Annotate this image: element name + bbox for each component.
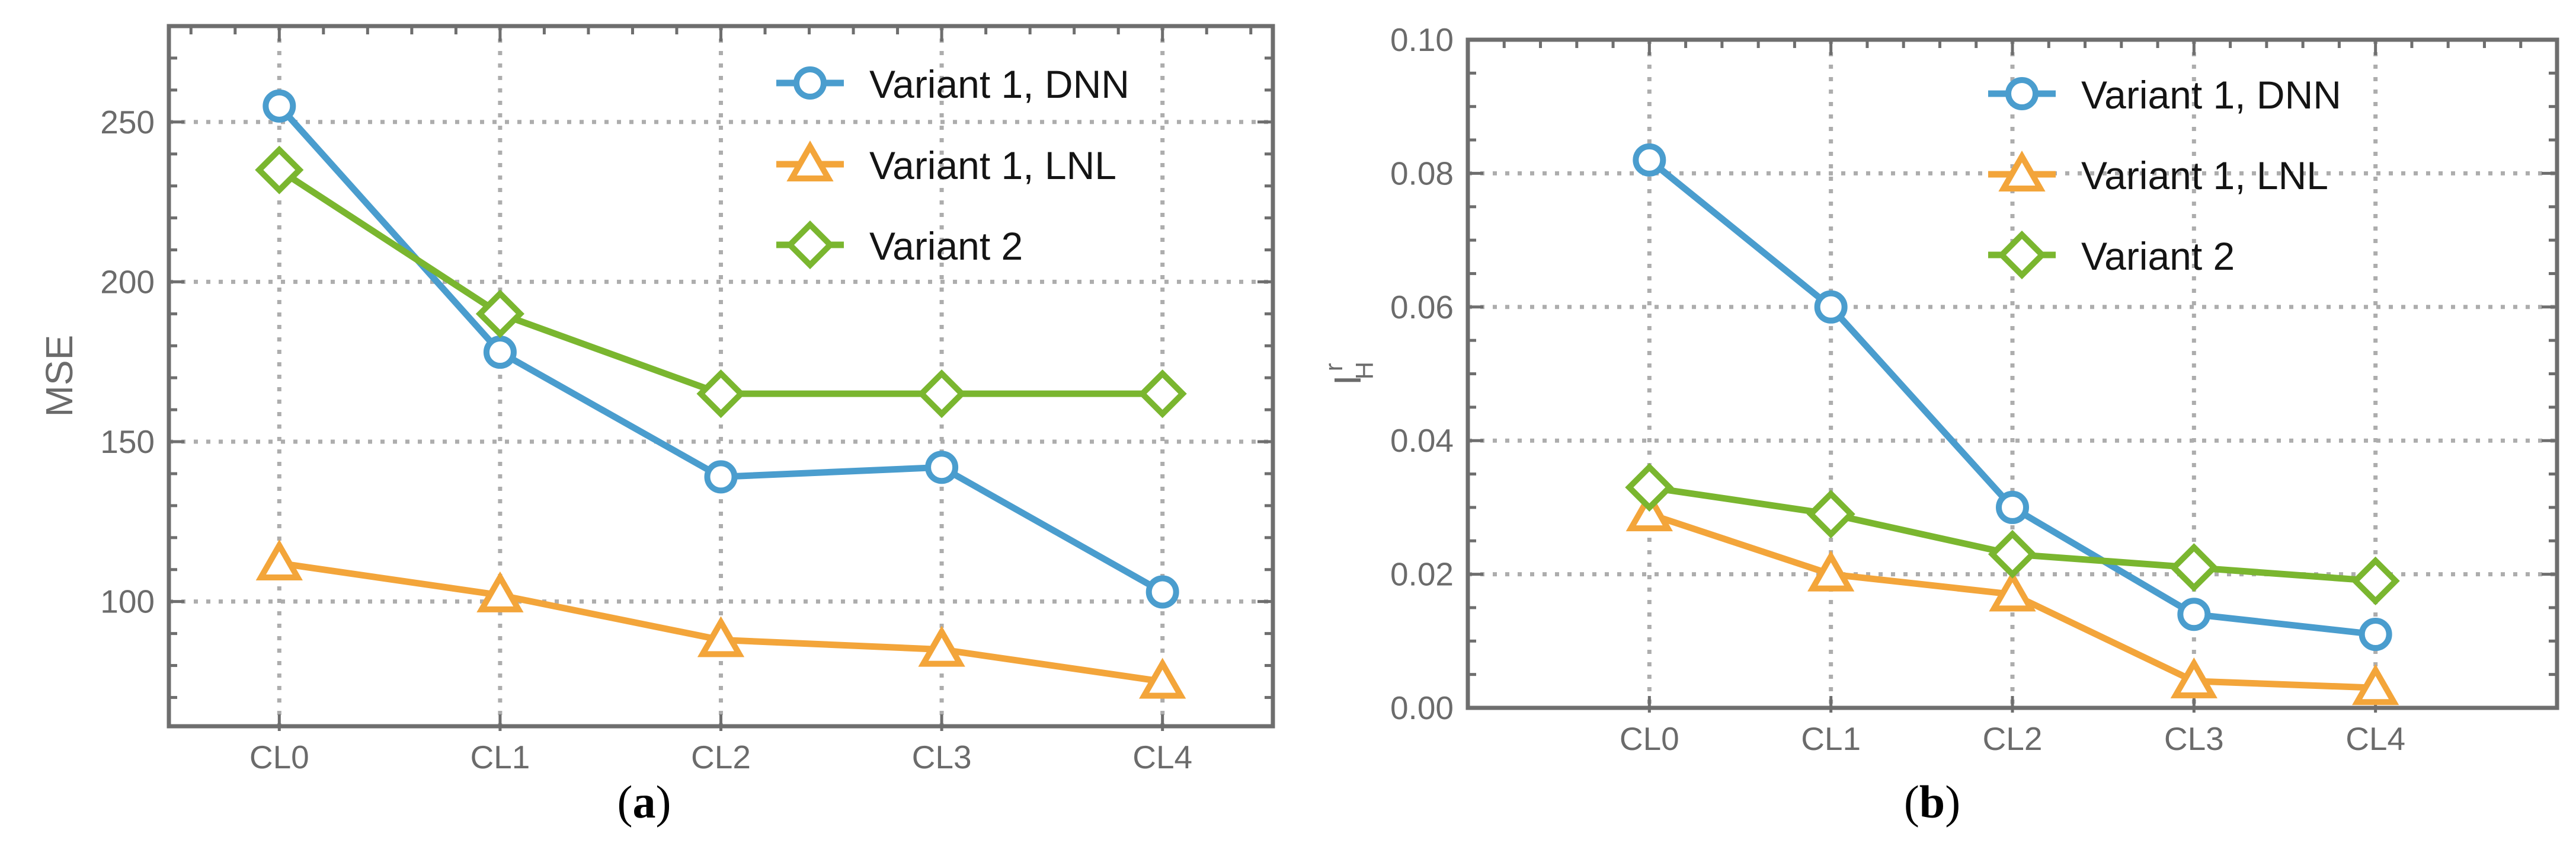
y-tick-label: 150 (100, 423, 155, 460)
triangle-marker (476, 571, 524, 612)
caption-a-open-paren: ( (617, 776, 633, 828)
diamond-marker (1997, 230, 2047, 280)
circle-marker (1145, 575, 1179, 609)
triangle-marker (255, 539, 303, 580)
triangle-marker (1807, 550, 1855, 592)
line-chart-mse: 100 150 200 250 CL0 CL1 CL2 CL3 CL4 Variant 1, DN… (38, 24, 1275, 775)
triangle-marker (1998, 150, 2046, 191)
y-tick-label: 0.04 (1390, 422, 1454, 459)
triangle-marker (918, 625, 965, 667)
x-tick-label: CL4 (2345, 720, 2405, 757)
x-tick-label: CL1 (470, 739, 530, 775)
caption-b: (b) (1288, 775, 2576, 829)
triangle-marker (697, 616, 745, 657)
caption-b-letter: b (1919, 776, 1945, 828)
legend-label: Variant 1, DNN (869, 62, 1129, 106)
triangle-marker (2170, 657, 2217, 698)
triangle-marker (1625, 490, 1673, 532)
circle-marker (1996, 490, 2029, 524)
diamond-marker (255, 145, 304, 194)
caption-a-letter: a (632, 776, 656, 828)
x-tick-label: CL3 (912, 739, 972, 775)
diamond-marker (1138, 369, 1187, 419)
y-tick-label: 0.06 (1390, 289, 1454, 325)
y-tick-label: 0.08 (1390, 155, 1454, 191)
caption-a-close-paren: ) (655, 776, 671, 828)
y-axis-label: MSE (38, 335, 81, 417)
y-tick-label: 0.10 (1390, 21, 1454, 58)
x-tick-label: CL1 (1801, 720, 1861, 757)
x-tick-label: CL0 (1620, 720, 1679, 757)
legend-label: Variant 1, DNN (2081, 73, 2341, 117)
y-tick-label: 250 (100, 104, 155, 141)
y-tick-label: 0.00 (1390, 689, 1454, 726)
circle-marker (2005, 77, 2039, 110)
subfigure-b: 0.00 0.02 0.04 0.06 0.08 0.10 CL0 CL1 CL2 CL3 CL4 V… (1288, 0, 2576, 846)
circle-marker (925, 451, 959, 484)
circle-marker (1633, 143, 1666, 177)
triangle-marker (1989, 570, 2036, 612)
legend-label: Variant 2 (2081, 234, 2235, 278)
circle-marker (704, 460, 738, 494)
circle-marker (2359, 618, 2392, 652)
legend-label: Variant 1, LNL (869, 143, 1116, 187)
diamond-marker (1806, 490, 1855, 539)
diamond-marker (785, 220, 835, 270)
diamond-marker (2351, 556, 2400, 605)
circle-marker (2177, 598, 2211, 631)
y-axis-label: Ir H (1320, 362, 1378, 385)
diamond-marker (1988, 529, 2037, 579)
y-tick-label: 100 (100, 583, 155, 620)
diamond-marker (917, 369, 967, 419)
diamond-marker (696, 369, 745, 419)
subfigure-a: 100 150 200 250 CL0 CL1 CL2 CL3 CL4 Variant 1, DN… (0, 24, 1288, 829)
x-tick-label: CL3 (2164, 720, 2224, 757)
legend-label: Variant 2 (869, 224, 1023, 268)
diamond-marker (2169, 543, 2219, 592)
y-tick-label: 200 (100, 263, 155, 300)
line-chart-ihr: 0.00 0.02 0.04 0.06 0.08 0.10 CL0 CL1 CL2 CL3 CL4 V… (1320, 21, 2559, 757)
caption-b-open-paren: ( (1903, 776, 1919, 828)
triangle-marker (2352, 664, 2399, 705)
x-tick-label: CL4 (1132, 739, 1192, 775)
diamond-marker (1625, 463, 1674, 512)
circle-marker (793, 66, 827, 100)
caption-a: (a) (0, 775, 1288, 829)
legend-label: Variant 1, LNL (2081, 154, 2328, 197)
circle-marker (1814, 290, 1848, 324)
triangle-marker (1139, 657, 1186, 699)
caption-b-close-paren: ) (1945, 776, 1961, 828)
x-tick-label: CL2 (1983, 720, 2043, 757)
circle-marker (483, 336, 517, 369)
x-tick-label: CL2 (691, 739, 751, 775)
diamond-marker (475, 289, 524, 339)
circle-marker (263, 89, 296, 123)
triangle-marker (786, 140, 834, 181)
y-tick-label: 0.02 (1390, 556, 1454, 593)
x-tick-label: CL0 (249, 739, 309, 775)
